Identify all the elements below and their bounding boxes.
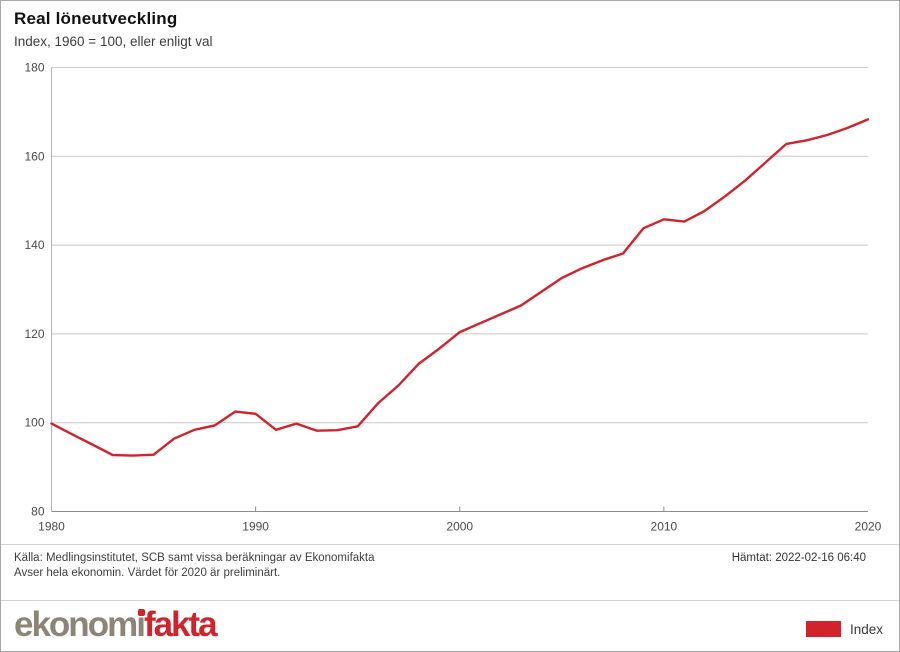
chart-title: Real löneutveckling [14, 9, 178, 28]
chart-legend: Index [805, 621, 883, 637]
x-tick-label: 1980 [38, 520, 65, 534]
source-text: Källa: Medlingsinstitutet, SCB samt viss… [14, 551, 375, 581]
y-tick-label: 100 [24, 416, 44, 430]
y-tick-label: 160 [24, 149, 44, 163]
y-tick-label: 140 [24, 238, 44, 252]
source-line-2: Avser hela ekonomin. Värdet för 2020 är … [14, 567, 281, 579]
y-tick-label: 180 [24, 61, 44, 75]
logo-red-text: fakta [143, 605, 218, 644]
fetched-timestamp: Hämtat: 2022-02-16 06:40 [731, 552, 866, 564]
ekonomifakta-logo: ekonomi fakta [14, 605, 218, 645]
logo-red-dot-icon [138, 609, 146, 616]
y-tick-label: 120 [24, 327, 44, 341]
x-tick-label: 2020 [855, 520, 882, 534]
divider-above-logo [1, 600, 899, 601]
chart-subtitle: Index, 1960 = 100, eller enligt val [14, 34, 213, 49]
logo-gray-text: ekonom [14, 605, 138, 644]
y-tick-label: 80 [31, 505, 45, 519]
index-series-line [50, 118, 870, 457]
x-tick-label: 2010 [651, 520, 678, 534]
divider-above-source [1, 544, 899, 545]
logo-i-letter: i [136, 605, 146, 644]
legend-swatch-icon [805, 621, 841, 637]
x-tick-label: 1990 [242, 520, 269, 534]
legend-label: Index [849, 621, 883, 637]
source-line-1: Källa: Medlingsinstitutet, SCB samt viss… [14, 552, 375, 564]
x-tick-label: 2000 [446, 520, 473, 534]
